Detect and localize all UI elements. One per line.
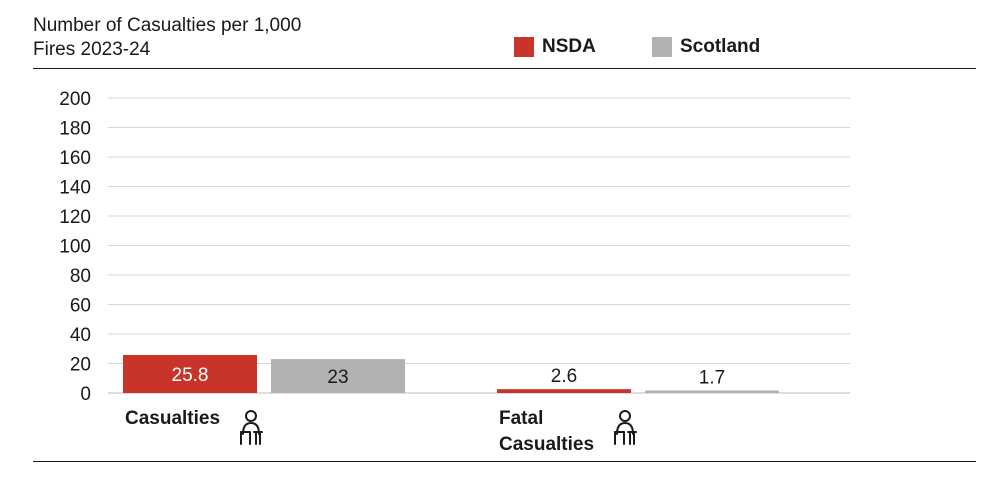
- data-label: 1.7: [699, 367, 725, 388]
- bar-scotland-1: [645, 390, 779, 393]
- chart-title: Number of Casualties per 1,000 Fires 202…: [33, 14, 301, 62]
- legend-label-nsda: NSDA: [542, 36, 596, 57]
- y-tick-label: 140: [59, 178, 91, 199]
- y-tick-label: 100: [59, 237, 91, 258]
- y-tick-label: 180: [59, 119, 91, 140]
- bottom-rule: [33, 461, 976, 462]
- y-tick-label: 40: [70, 325, 91, 346]
- legend-label-scotland: Scotland: [680, 36, 761, 57]
- y-tick-label: 160: [59, 148, 91, 169]
- y-tick-label: 20: [70, 355, 91, 376]
- y-tick-label: 120: [59, 207, 91, 228]
- chart-title-line-1: Number of Casualties per 1,000: [33, 15, 302, 36]
- y-tick-label: 80: [70, 266, 91, 287]
- person-at-desk-icon: [614, 410, 637, 445]
- legend-item-scotland: Scotland: [652, 36, 760, 58]
- bar-nsda-0: [123, 354, 257, 393]
- data-label: 25.8: [172, 365, 209, 386]
- legend-item-nsda: NSDA: [514, 36, 596, 58]
- y-tick-label: 200: [59, 89, 91, 110]
- y-tick-label: 0: [80, 384, 91, 405]
- person-at-desk-icon: [240, 410, 263, 445]
- legend-swatch-nsda: [514, 37, 534, 57]
- top-rule: [33, 68, 976, 69]
- legend-swatch-scotland: [652, 37, 672, 57]
- category-label: Casualties: [125, 408, 220, 429]
- category-label: Casualties: [499, 434, 594, 455]
- bar-scotland-0: [271, 359, 405, 393]
- chart-title-line-2: Fires 2023-24: [33, 39, 151, 60]
- data-label: 2.6: [551, 366, 577, 387]
- data-label: 23: [327, 367, 348, 388]
- bar-nsda-1: [497, 389, 631, 393]
- category-label: Fatal: [499, 408, 543, 429]
- y-tick-label: 60: [70, 296, 91, 317]
